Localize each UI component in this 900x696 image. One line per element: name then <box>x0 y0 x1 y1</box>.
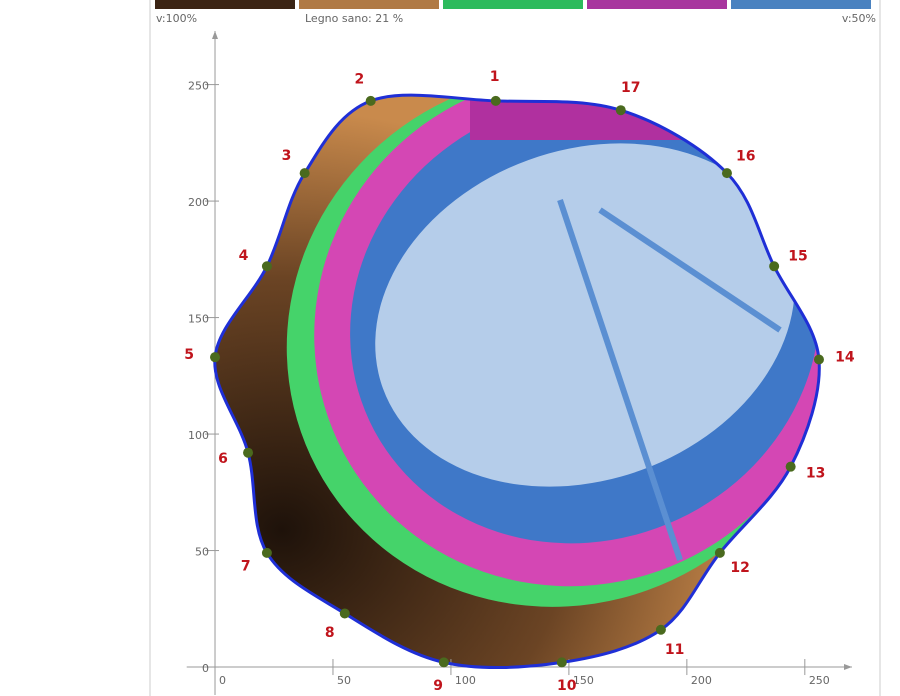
y-tick-label: 250 <box>188 80 209 93</box>
sensor-label: 13 <box>806 466 825 482</box>
sensor-point <box>785 461 796 472</box>
sensor-point <box>721 168 732 179</box>
sensor-label: 1 <box>490 69 500 85</box>
x-tick-label: 100 <box>455 674 476 687</box>
y-tick-label: 100 <box>188 429 209 442</box>
legend-left-label: v:100% <box>156 12 197 25</box>
sensor-label: 2 <box>354 71 364 87</box>
sensor-label: 17 <box>621 80 640 96</box>
sensor-point <box>714 547 725 558</box>
sensor-point <box>339 608 350 619</box>
sensor-label: 5 <box>184 347 194 363</box>
x-tick-label: 50 <box>337 674 351 687</box>
legend <box>155 0 871 9</box>
trunk-outline <box>213 93 821 670</box>
x-tick-label: 150 <box>573 674 594 687</box>
tomogram-image <box>214 95 820 668</box>
crack <box>598 207 782 333</box>
sensor-point <box>769 261 780 272</box>
y-axis-arrow <box>212 31 219 39</box>
legend-right-label: v:50% <box>842 12 876 25</box>
y-tick-label: 150 <box>188 313 209 326</box>
x-tick-label: 200 <box>691 674 712 687</box>
legend-swatch <box>587 0 727 9</box>
sensor-point <box>210 352 221 363</box>
sensor-point <box>243 447 254 458</box>
sensor-label: 8 <box>325 625 335 641</box>
sensor-label: 3 <box>282 148 292 164</box>
sensor-label: 16 <box>736 149 755 165</box>
y-tick-label: 50 <box>195 546 209 559</box>
sensor-point <box>261 261 272 272</box>
sensor-point <box>261 547 272 558</box>
legend-swatch <box>731 0 871 9</box>
sensor-point <box>655 624 666 635</box>
sensor-label: 9 <box>433 678 443 694</box>
crack <box>557 199 683 561</box>
sensor-label: 14 <box>835 350 855 366</box>
sensor-label: 7 <box>241 559 251 575</box>
x-tick-label: 250 <box>809 674 830 687</box>
sensor-point <box>813 354 824 365</box>
y-tick-label: 0 <box>202 662 209 675</box>
sensor-label: 10 <box>557 678 577 694</box>
weak-patch <box>470 95 730 140</box>
sensor-label: 6 <box>218 451 228 467</box>
sensor-point <box>490 95 501 106</box>
y-tick-label: 200 <box>188 196 209 209</box>
legend-center-label: Legno sano: 21 % <box>305 12 403 25</box>
sensor-label: 15 <box>788 249 807 265</box>
sensor-label: 12 <box>730 560 749 576</box>
sensor-label: 4 <box>239 248 249 264</box>
legend-swatch <box>299 0 439 9</box>
sensor-point <box>556 657 567 668</box>
sensor-point <box>438 657 449 668</box>
sound-region <box>375 143 795 487</box>
sensor-point <box>299 168 310 179</box>
x-tick-label: 0 <box>219 674 226 687</box>
legend-swatch <box>155 0 295 9</box>
legend-swatch <box>443 0 583 9</box>
sensor-point <box>365 95 376 106</box>
sensor-label: 11 <box>665 642 684 658</box>
x-axis-arrow <box>844 664 852 671</box>
sensor-point <box>615 105 626 116</box>
